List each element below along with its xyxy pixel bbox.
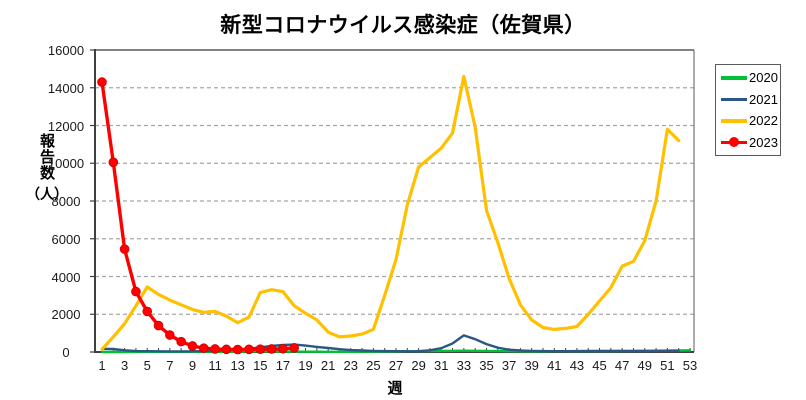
legend: 2020 2021 2022 2023	[715, 64, 781, 156]
legend-label-2020: 2020	[749, 70, 778, 86]
legend-swatch-2023	[721, 137, 747, 147]
legend-item-2023: 2023	[721, 135, 780, 150]
series-2023-marker	[165, 330, 175, 340]
legend-label-2021: 2021	[749, 91, 778, 107]
chart-title: 新型コロナウイルス感染症（佐賀県）	[220, 14, 586, 37]
legend-marker-dot	[729, 137, 739, 147]
series-2023-marker	[187, 341, 198, 351]
series-2023-marker	[131, 286, 141, 297]
series-2023-marker	[119, 244, 130, 254]
legend-item-2022: 2022	[721, 113, 780, 128]
y-axis-title: 報告数	[38, 133, 55, 181]
legend-item-2020: 2020	[721, 70, 780, 85]
series-2022-line	[100, 74, 681, 351]
series-2023-marker	[266, 344, 277, 354]
series-2023-marker	[255, 344, 266, 354]
legend-swatch-2020	[721, 76, 747, 80]
y-axis-unit: （人）	[26, 186, 68, 202]
x-axis-title: 週	[387, 380, 403, 397]
legend-swatch-2021	[721, 97, 747, 101]
legend-label-2023: 2023	[749, 134, 778, 150]
series-2023-marker	[232, 344, 243, 355]
series-2023-marker	[97, 77, 107, 87]
legend-swatch-2022	[721, 119, 747, 123]
series-2021-line	[100, 334, 680, 353]
series-2023-marker	[198, 343, 209, 354]
series-2023-marker	[210, 344, 220, 354]
legend-label-2022: 2022	[749, 113, 778, 129]
series-2023-marker	[142, 306, 153, 317]
series-2023-marker	[289, 343, 300, 353]
series-2023-marker	[153, 320, 164, 331]
legend-item-2021: 2021	[721, 92, 780, 107]
series-2023-marker	[278, 343, 288, 354]
series-2023-marker	[176, 336, 186, 347]
series-2023-marker	[244, 344, 254, 355]
series-2023-marker	[108, 157, 119, 168]
series-2023-marker	[221, 344, 232, 355]
